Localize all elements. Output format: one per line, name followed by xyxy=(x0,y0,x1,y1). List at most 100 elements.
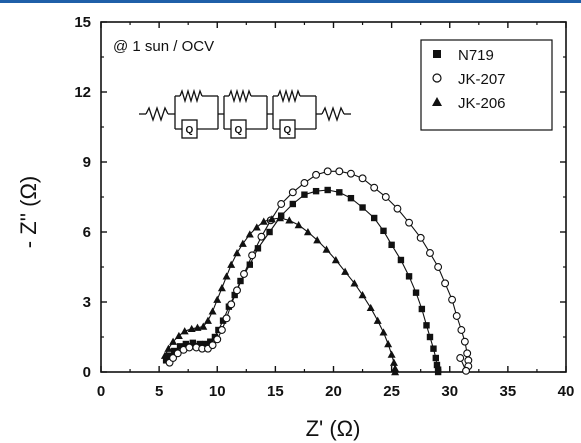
point-jk206 xyxy=(303,228,312,236)
point-jk206 xyxy=(169,337,178,345)
equivalent-circuit: Q Q Q xyxy=(139,88,351,139)
point-jk206 xyxy=(373,316,382,324)
legend-triangle-marker xyxy=(432,97,442,106)
point-jk207 xyxy=(460,337,469,346)
legend-label-jk206: JK-206 xyxy=(458,95,506,112)
point-jk207 xyxy=(456,354,465,362)
point-n719 xyxy=(388,241,395,249)
point-jk206 xyxy=(245,230,254,238)
point-jk207 xyxy=(173,349,182,358)
point-n719 xyxy=(246,261,253,268)
point-jk207 xyxy=(233,286,241,295)
point-jk207 xyxy=(227,300,236,309)
y-tick-label: 6 xyxy=(83,224,91,241)
point-jk206 xyxy=(387,350,396,358)
point-n719 xyxy=(430,345,437,352)
point-jk207 xyxy=(448,295,457,304)
point-jk207 xyxy=(217,326,226,334)
x-tick-label: 40 xyxy=(558,383,575,400)
legend-label-jk207: JK-207 xyxy=(458,71,506,88)
point-jk207 xyxy=(434,263,443,271)
point-n719 xyxy=(380,227,387,235)
point-jk206 xyxy=(267,215,276,223)
x-tick-label: 25 xyxy=(383,383,400,400)
x-axis-title: Z' (Ω) xyxy=(306,416,361,441)
point-n719 xyxy=(277,212,285,219)
point-jk207 xyxy=(169,354,178,362)
point-n719 xyxy=(426,333,434,341)
circuit-q-label: Q xyxy=(235,125,243,136)
point-n719 xyxy=(370,214,378,222)
point-n719 xyxy=(405,273,413,280)
top-rule xyxy=(0,0,581,3)
point-n719 xyxy=(397,256,405,264)
y-tick-label: 9 xyxy=(83,154,91,171)
x-tick-label: 30 xyxy=(441,383,458,400)
legend: N719 JK-207 JK-206 xyxy=(420,39,553,131)
point-jk207 xyxy=(370,183,379,192)
point-n719 xyxy=(189,339,197,347)
point-jk206 xyxy=(379,328,388,336)
point-n719 xyxy=(166,352,173,359)
point-n719 xyxy=(182,340,190,348)
point-n719 xyxy=(202,340,209,348)
point-jk206 xyxy=(160,351,169,359)
point-jk207 xyxy=(441,279,450,288)
y-tick-labels: 0 3 6 9 12 15 xyxy=(74,14,91,381)
point-jk206 xyxy=(203,316,212,324)
legend-box xyxy=(420,39,553,131)
y-tick-label: 12 xyxy=(74,84,91,101)
point-n719 xyxy=(336,189,343,196)
point-jk207 xyxy=(463,349,472,358)
y-tick-label: 15 xyxy=(74,14,91,31)
point-jk206 xyxy=(366,303,375,312)
y-axis-title: - Z'' (Ω) xyxy=(16,176,41,249)
point-n719 xyxy=(289,200,297,208)
point-jk207 xyxy=(405,218,414,227)
point-n719 xyxy=(266,228,273,236)
point-jk207 xyxy=(457,326,466,334)
point-jk206 xyxy=(199,322,208,330)
point-n719 xyxy=(347,194,355,202)
condition-annotation: @ 1 sun / OCV xyxy=(113,38,214,55)
point-jk207 xyxy=(393,204,402,213)
x-tick-label: 5 xyxy=(155,383,163,400)
point-n719 xyxy=(176,343,184,350)
point-jk207 xyxy=(240,270,248,278)
point-n719 xyxy=(219,317,227,324)
point-jk207 xyxy=(277,200,286,208)
point-jk207 xyxy=(257,232,266,241)
point-jk207 xyxy=(300,179,309,187)
point-jk206 xyxy=(227,260,236,268)
point-jk206 xyxy=(358,291,367,299)
point-jk207 xyxy=(185,343,194,352)
point-jk207 xyxy=(208,341,217,350)
point-n719 xyxy=(171,347,178,355)
x-tick-labels: 0 5 10 15 20 25 30 35 40 xyxy=(97,383,575,400)
point-jk207 xyxy=(288,188,297,197)
point-jk206 xyxy=(238,239,247,247)
point-n719 xyxy=(207,338,214,345)
point-n719 xyxy=(324,186,331,194)
point-n719 xyxy=(412,289,420,296)
point-jk206 xyxy=(213,295,222,303)
legend-square-marker xyxy=(433,50,441,58)
point-jk207 xyxy=(381,193,390,201)
point-n719 xyxy=(423,322,430,329)
x-tick-label: 15 xyxy=(267,383,284,400)
point-jk207 xyxy=(452,312,461,320)
point-n719 xyxy=(432,354,439,362)
point-jk206 xyxy=(391,368,400,376)
x-tick-label: 0 xyxy=(97,383,105,400)
x-tick-label: 35 xyxy=(500,383,517,400)
point-jk206 xyxy=(341,267,350,275)
y-tick-label: 0 xyxy=(83,364,91,381)
y-tick-label: 3 xyxy=(83,294,91,311)
series-layer xyxy=(160,167,473,376)
point-jk207 xyxy=(426,249,434,257)
point-jk206 xyxy=(217,284,226,292)
circuit-q-label: Q xyxy=(284,125,292,136)
point-jk207 xyxy=(462,366,470,375)
point-jk207 xyxy=(335,167,344,176)
